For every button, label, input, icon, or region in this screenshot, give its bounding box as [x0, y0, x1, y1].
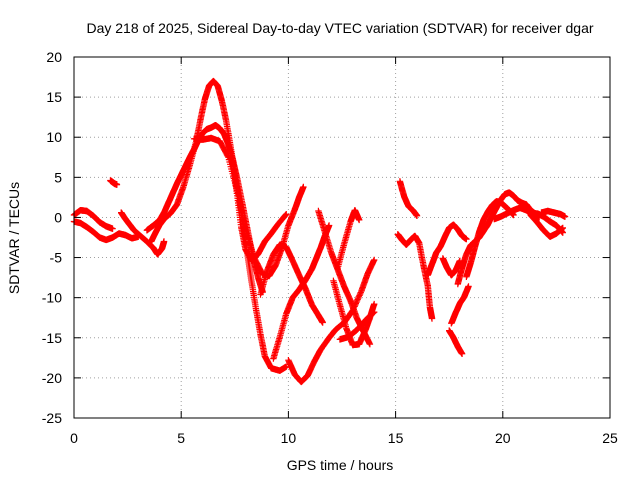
- data-point-marker: [371, 256, 378, 264]
- x-tick-label: 0: [70, 430, 78, 446]
- x-tick-label: 15: [388, 430, 404, 446]
- series-arc-21: [448, 283, 472, 327]
- data-point-marker: [113, 181, 121, 188]
- data-point-marker: [300, 183, 307, 191]
- x-axis: 0 5 10 15 20 25: [70, 57, 618, 446]
- series-arc-14: [334, 207, 363, 272]
- y-tick-label: -15: [42, 330, 62, 346]
- data-points: [70, 77, 569, 386]
- data-point-marker: [283, 211, 290, 218]
- y-tick-label: 5: [54, 169, 62, 185]
- data-point-marker: [319, 319, 326, 326]
- series-arc-26: [533, 210, 566, 236]
- data-point-marker: [559, 229, 566, 236]
- x-tick-label: 25: [602, 430, 618, 446]
- data-point-marker: [109, 225, 116, 232]
- y-tick-label: -5: [50, 250, 63, 266]
- series-arc-02: [70, 207, 116, 232]
- data-point-marker: [465, 283, 472, 290]
- y-tick-label: 20: [46, 49, 62, 65]
- series-arc-09: [257, 241, 326, 326]
- data-point-marker: [371, 308, 378, 316]
- series-arc-08: [229, 158, 290, 264]
- data-point-marker: [428, 315, 436, 322]
- y-tick-label: -20: [42, 370, 62, 386]
- series-arc-06: [148, 77, 290, 374]
- data-point-marker: [282, 211, 289, 219]
- data-point-marker: [371, 300, 378, 308]
- chart-title: Day 218 of 2025, Sidereal Day-to-day VTE…: [86, 20, 593, 36]
- data-point-marker: [356, 216, 363, 224]
- series-arc-13: [330, 277, 378, 349]
- y-tick-label: 15: [46, 89, 62, 105]
- series-arc-20: [446, 327, 466, 357]
- x-tick-label: 5: [177, 430, 185, 446]
- y-tick-label: 0: [54, 209, 62, 225]
- series-arc-27: [538, 207, 569, 220]
- series-arc-18: [424, 221, 470, 279]
- series-arc-03: [107, 177, 121, 188]
- data-point-marker: [366, 341, 374, 348]
- x-tick-label: 10: [281, 430, 297, 446]
- y-tick-label: -25: [42, 410, 62, 426]
- series-arc-04: [118, 209, 168, 258]
- y-tick-label: 10: [46, 129, 62, 145]
- series-arc-15: [336, 308, 378, 343]
- series-arc-24: [491, 204, 543, 223]
- data-point-marker: [160, 238, 168, 245]
- data-point-marker: [413, 212, 421, 219]
- data-point-marker: [463, 235, 470, 243]
- series-arc-16: [396, 178, 421, 219]
- y-axis-label: SDTVAR / TECUs: [6, 182, 22, 294]
- y-tick-label: -10: [42, 290, 62, 306]
- series-arc-23: [463, 198, 517, 280]
- series-arc-19: [439, 255, 464, 279]
- data-point-marker: [325, 222, 333, 229]
- x-axis-label: GPS time / hours: [287, 457, 394, 473]
- x-tick-label: 20: [495, 430, 511, 446]
- series-arc-17: [394, 231, 436, 322]
- series-arc-05: [143, 122, 266, 296]
- plot-frame: [73, 56, 611, 419]
- data-point-marker: [561, 213, 569, 220]
- data-point-marker: [458, 350, 466, 357]
- y-axis: 20 15 10 5 0 -5 -10 -15 -20 -25: [42, 49, 610, 426]
